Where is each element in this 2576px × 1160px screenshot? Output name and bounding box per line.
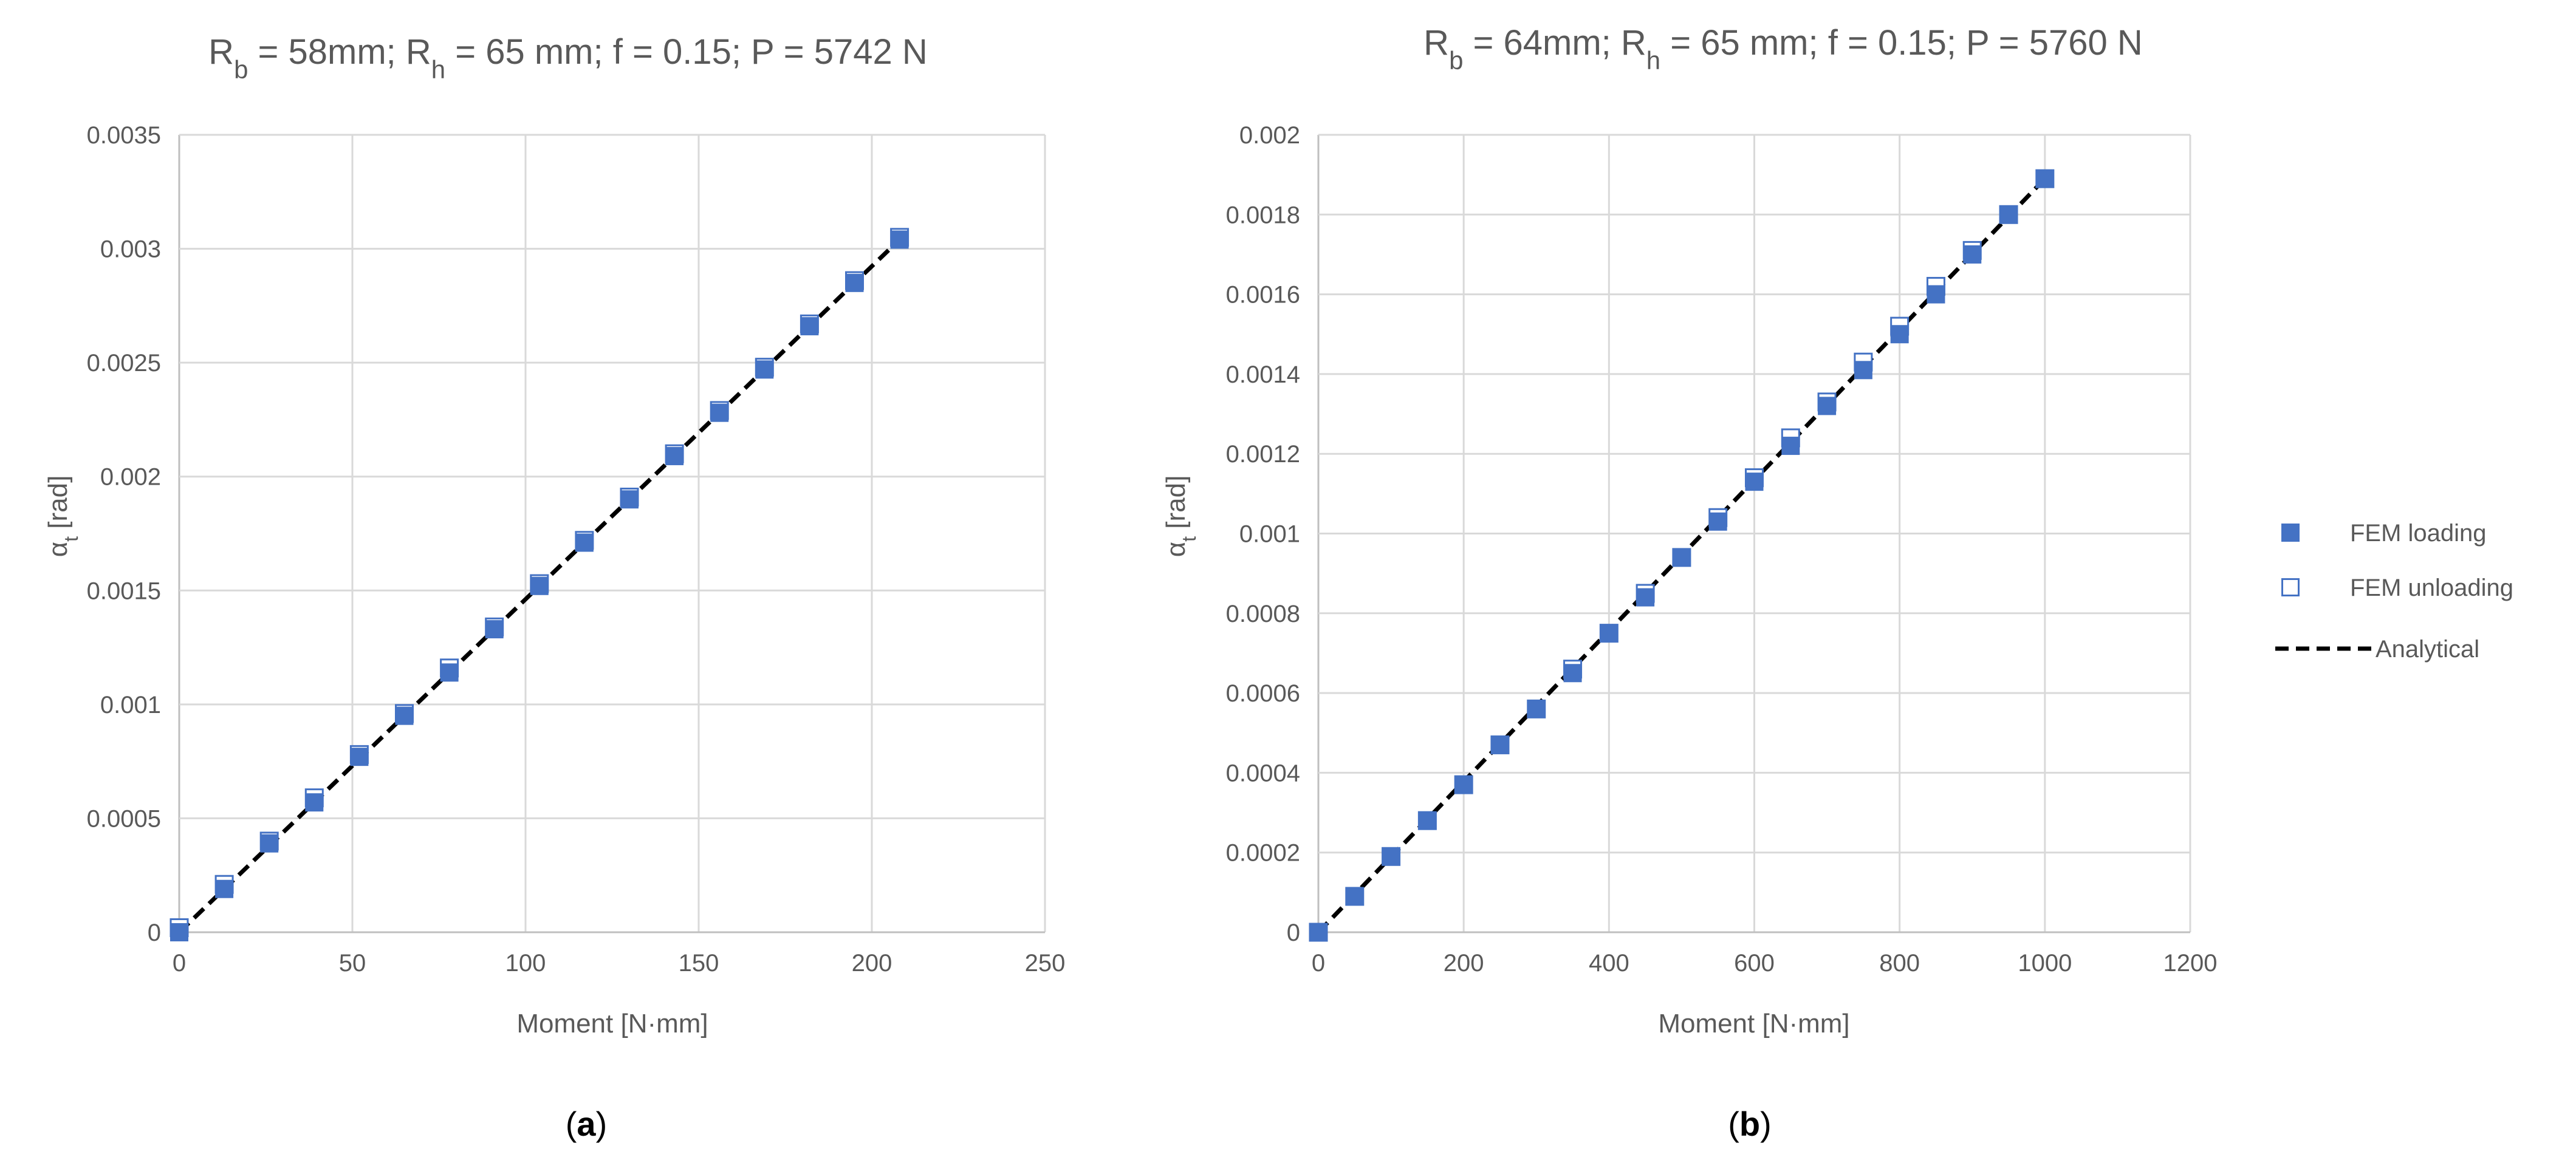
chart-b-caption: (b) xyxy=(1728,1105,1772,1143)
chart-b-y-tick-label: 0.0014 xyxy=(1226,361,1300,388)
chart-b-y-tick-label: 0.0008 xyxy=(1226,601,1300,627)
chart-b-x-tick-label: 400 xyxy=(1589,950,1629,977)
chart-b-fem-loading-point xyxy=(2035,169,2054,188)
chart-b-y-tick-label: 0.0016 xyxy=(1226,282,1300,309)
chart-a-y-axis-label: αt [rad] xyxy=(43,476,82,558)
chart-a-fem-loading-point xyxy=(170,923,188,941)
chart-b-fem-loading-point xyxy=(1781,437,1800,455)
chart-b-x-tick-label: 1000 xyxy=(2018,950,2072,977)
chart-a: Rb = 58mm; Rh = 65 mm; f = 0.15; P = 574… xyxy=(43,32,1065,1143)
chart-a-gridlines xyxy=(178,134,1046,933)
chart-b-x-tick-label: 600 xyxy=(1734,950,1775,977)
chart-b-fem-loading-point xyxy=(1418,811,1437,830)
chart-a-x-tick-label: 0 xyxy=(173,950,186,977)
chart-a-fem-loading-point xyxy=(215,879,234,898)
chart-b-x-tick-label: 800 xyxy=(1879,950,1920,977)
chart-b-y-axis-label: αt [rad] xyxy=(1161,476,1200,558)
legend-marker-fem-unloading xyxy=(2281,578,2300,596)
chart-a-title: Rb = 58mm; Rh = 65 mm; f = 0.15; P = 574… xyxy=(208,32,928,84)
chart-a-x-tick-label: 150 xyxy=(679,950,719,977)
chart-a-fem-loading-point xyxy=(485,620,504,639)
chart-a-y-tick-label: 0.0035 xyxy=(87,122,161,149)
chart-a-y-tick-label: 0.0005 xyxy=(87,805,161,832)
chart-b-fem-loading-point xyxy=(1309,923,1327,941)
chart-b-y-tick-label: 0.002 xyxy=(1239,122,1300,149)
chart-b-y-tick-label: 0.0002 xyxy=(1226,840,1300,867)
chart-a-y-tick-label: 0.0025 xyxy=(87,350,161,377)
chart-a-y-tick-label: 0.002 xyxy=(100,464,161,491)
chart-b-fem-loading-point xyxy=(1636,588,1655,607)
chart-b-title: Rb = 64mm; Rh = 65 mm; f = 0.15; P = 576… xyxy=(1423,23,2143,75)
chart-b-x-tick-label: 0 xyxy=(1312,950,1325,977)
chart-b-ticks: 0 200 400 600 800 1000 1200 0 0.0002 0.0004 0.0006… xyxy=(1226,122,2218,977)
chart-b-fem-loading-point xyxy=(1999,205,2018,224)
chart-b-fem-loading-point xyxy=(1672,548,1691,567)
chart-b-x-tick-label: 200 xyxy=(1444,950,1484,977)
chart-b-fem-loading-point xyxy=(1563,664,1582,683)
chart-a-fem-loading-point xyxy=(350,748,369,766)
chart-b-fem-loading-point xyxy=(1745,473,1764,491)
legend-label-analytical: Analytical xyxy=(2376,636,2479,663)
chart-a-fem-loading-point xyxy=(710,403,729,422)
chart-b-fem-loading-point xyxy=(1454,776,1473,794)
legend-label-fem-loading: FEM loading xyxy=(2350,520,2487,547)
chart-b-y-tick-label: 0.0018 xyxy=(1226,202,1300,228)
chart-a-fem-loading-point xyxy=(620,490,639,509)
chart-b-x-axis-label: Moment [N·mm] xyxy=(1658,1009,1849,1039)
chart-a-fem-loading-point xyxy=(665,446,684,465)
chart-b-y-tick-label: 0.0004 xyxy=(1226,760,1300,786)
chart-b-fem-loading-point xyxy=(1527,700,1546,718)
chart-a-fem-loading-point xyxy=(395,706,414,725)
chart-a-fem-loading-point xyxy=(575,533,594,552)
chart-a-x-axis-label: Moment [N·mm] xyxy=(516,1009,708,1039)
chart-b-fem-loading-point xyxy=(1708,512,1727,531)
chart-b-y-tick-label: 0.0012 xyxy=(1226,441,1300,468)
chart-b: Rb = 64mm; Rh = 65 mm; f = 0.15; P = 576… xyxy=(1161,23,2217,1143)
chart-a-x-tick-label: 100 xyxy=(505,950,546,977)
chart-b-fem-loading-point xyxy=(1600,624,1619,643)
chart-b-fem-loading-point xyxy=(1890,325,1909,344)
chart-b-gridlines xyxy=(1317,134,2191,933)
legend-marker-fem-loading xyxy=(2281,524,2300,542)
chart-b-y-tick-label: 0 xyxy=(1287,919,1300,946)
chart-b-fem-loading-point xyxy=(1382,847,1400,866)
chart-b-fem-loading-point xyxy=(1490,735,1509,754)
chart-a-fem-loading-point xyxy=(530,576,549,595)
chart-a-y-tick-label: 0.0015 xyxy=(87,578,161,604)
chart-a-fem-loading-point xyxy=(755,360,774,379)
chart-b-fem-loading-point xyxy=(1854,361,1872,380)
chart-a-fem-loading-point xyxy=(305,793,324,812)
chart-b-x-tick-label: 1200 xyxy=(2163,950,2218,977)
chart-b-fem-loading-point xyxy=(1963,245,1982,264)
chart-b-y-tick-label: 0.001 xyxy=(1239,521,1300,548)
chart-a-fem-loading-point xyxy=(890,230,909,249)
chart-a-ticks: 0 50 100 150 200 250 0 0.0005 0.001 0.0015 0.002 0.… xyxy=(87,122,1066,977)
chart-a-x-tick-label: 200 xyxy=(852,950,892,977)
chart-b-y-tick-label: 0.0006 xyxy=(1226,680,1300,707)
chart-a-y-tick-label: 0.001 xyxy=(100,692,161,718)
chart-b-fem-loading-point xyxy=(1818,397,1837,415)
legend: FEM loading FEM unloading Analytical xyxy=(2275,520,2513,663)
chart-b-points xyxy=(1309,169,2055,942)
chart-a-fem-loading-point xyxy=(800,317,819,336)
chart-b-fem-loading-point xyxy=(1345,887,1364,906)
chart-a-x-tick-label: 250 xyxy=(1025,950,1066,977)
chart-a-y-tick-label: 0 xyxy=(148,919,161,946)
chart-a-fem-loading-point xyxy=(440,663,459,682)
chart-a-caption: (a) xyxy=(566,1105,607,1143)
chart-a-fem-loading-point xyxy=(845,273,864,292)
legend-label-fem-unloading: FEM unloading xyxy=(2350,575,2513,601)
chart-a-x-tick-label: 50 xyxy=(339,950,366,977)
chart-a-fem-loading-point xyxy=(260,834,279,853)
chart-b-fem-loading-point xyxy=(1927,285,1945,304)
chart-a-points xyxy=(170,228,909,941)
chart-a-y-tick-label: 0.003 xyxy=(100,236,161,263)
